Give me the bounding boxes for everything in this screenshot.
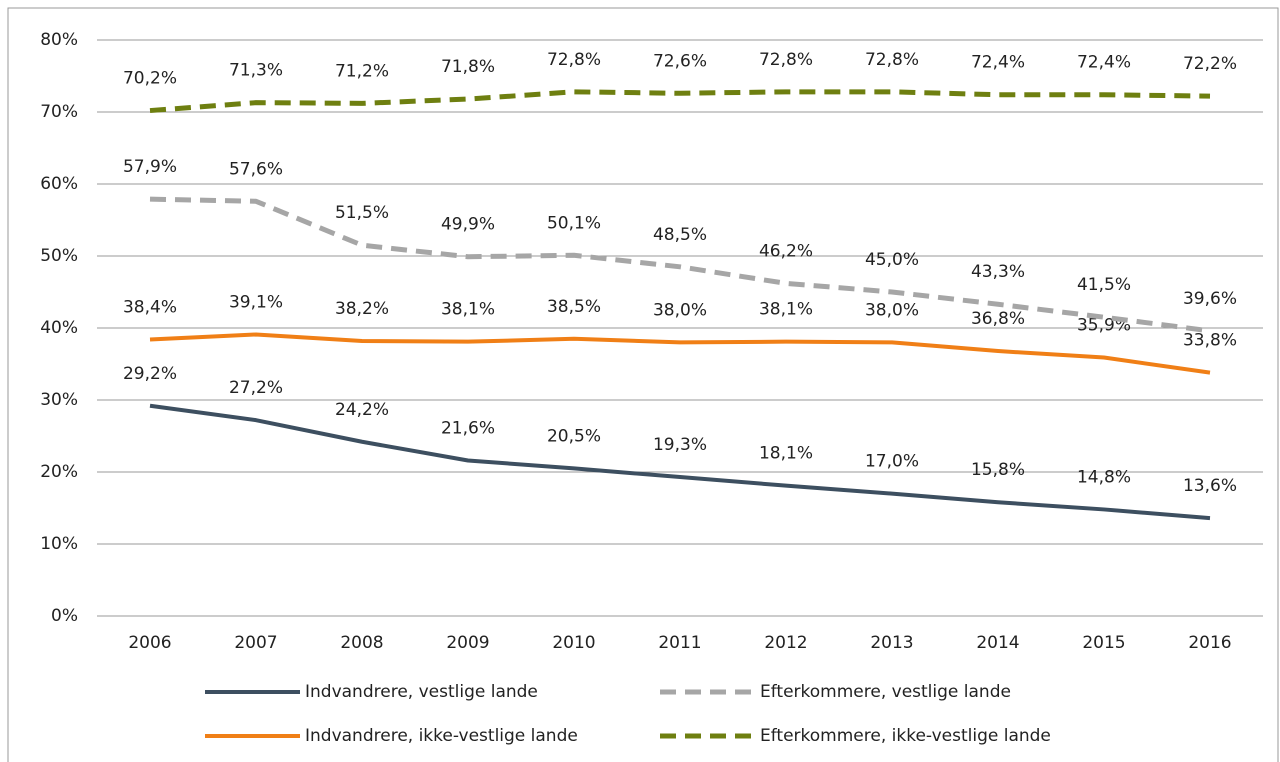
y-tick-label: 80%	[40, 30, 78, 50]
series-line	[149, 332, 1211, 375]
data-label: 18,1%	[759, 444, 813, 464]
data-label: 19,3%	[653, 435, 707, 455]
series-line	[149, 196, 1211, 334]
data-label: 51,5%	[335, 203, 389, 223]
y-tick-label: 30%	[40, 390, 78, 410]
data-label: 71,8%	[441, 57, 495, 77]
x-tick-label: 2010	[552, 633, 595, 653]
data-label: 27,2%	[229, 378, 283, 398]
data-label: 24,2%	[335, 400, 389, 420]
data-label: 13,6%	[1183, 476, 1237, 496]
data-label: 72,4%	[1077, 53, 1131, 73]
x-tick-label: 2011	[658, 633, 701, 653]
data-label: 71,2%	[335, 61, 389, 81]
series-line	[149, 403, 1211, 521]
data-label: 72,6%	[653, 51, 707, 71]
data-label: 72,8%	[547, 50, 601, 70]
data-label: 72,8%	[865, 50, 919, 70]
data-label: 72,4%	[971, 53, 1025, 73]
data-label: 39,1%	[229, 292, 283, 312]
data-label: 15,8%	[971, 460, 1025, 480]
x-tick-label: 2006	[128, 633, 171, 653]
x-tick-label: 2008	[340, 633, 383, 653]
y-tick-label: 60%	[40, 174, 78, 194]
data-label: 21,6%	[441, 418, 495, 438]
data-label: 45,0%	[865, 250, 919, 270]
x-tick-label: 2009	[446, 633, 489, 653]
x-tick-label: 2015	[1082, 633, 1125, 653]
x-tick-label: 2007	[234, 633, 277, 653]
data-label: 17,0%	[865, 452, 919, 472]
y-tick-label: 70%	[40, 102, 78, 122]
data-label: 41,5%	[1077, 275, 1131, 295]
data-label: 48,5%	[653, 225, 707, 245]
data-label: 38,4%	[123, 298, 177, 318]
data-label: 72,8%	[759, 50, 813, 70]
legend-label: Efterkommere, vestlige lande	[760, 682, 1011, 702]
data-label: 43,3%	[971, 262, 1025, 282]
data-label: 20,5%	[547, 426, 601, 446]
y-tick-label: 50%	[40, 246, 78, 266]
data-label: 38,1%	[759, 300, 813, 320]
data-label: 50,1%	[547, 213, 601, 233]
data-label: 29,2%	[123, 364, 177, 384]
chart-frame	[7, 7, 1279, 762]
y-tick-label: 40%	[40, 318, 78, 338]
data-label: 46,2%	[759, 241, 813, 261]
x-tick-label: 2013	[870, 633, 913, 653]
data-label: 38,0%	[653, 300, 707, 320]
legend-label: Efterkommere, ikke-vestlige lande	[760, 726, 1051, 746]
y-tick-label: 0%	[51, 606, 78, 626]
data-label: 38,0%	[865, 300, 919, 320]
data-label: 70,2%	[123, 69, 177, 89]
data-label: 38,1%	[441, 300, 495, 320]
x-tick-label: 2014	[976, 633, 1019, 653]
data-label: 57,9%	[123, 157, 177, 177]
y-tick-label: 10%	[40, 534, 78, 554]
data-label: 72,2%	[1183, 54, 1237, 74]
data-label: 38,2%	[335, 299, 389, 319]
x-tick-label: 2012	[764, 633, 807, 653]
data-label: 57,6%	[229, 159, 283, 179]
series-line	[149, 89, 1211, 114]
data-label: 39,6%	[1183, 289, 1237, 309]
x-tick-label: 2016	[1188, 633, 1231, 653]
data-label: 49,9%	[441, 215, 495, 235]
data-label: 33,8%	[1183, 331, 1237, 351]
legend-label: Indvandrere, vestlige lande	[305, 682, 538, 702]
legend-label: Indvandrere, ikke-vestlige lande	[305, 726, 578, 746]
data-label: 14,8%	[1077, 467, 1131, 487]
data-label: 38,5%	[547, 297, 601, 317]
data-label: 36,8%	[971, 309, 1025, 329]
data-label: 71,3%	[229, 61, 283, 81]
y-tick-label: 20%	[40, 462, 78, 482]
